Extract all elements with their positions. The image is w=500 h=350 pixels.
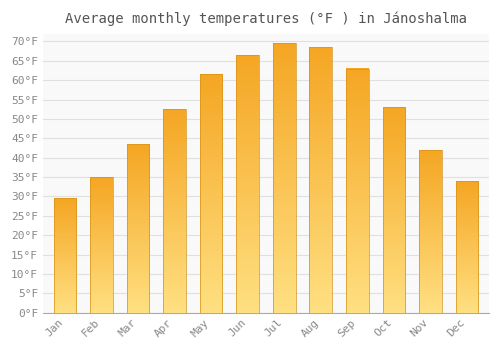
Bar (54, 198, 76, 313)
Bar (90, 177, 113, 313)
Bar (236, 55, 259, 313)
Bar (126, 144, 150, 313)
Bar (382, 107, 405, 313)
Bar (163, 109, 186, 313)
Bar (310, 47, 332, 313)
Bar (456, 181, 478, 313)
Bar (200, 75, 222, 313)
Title: Average monthly temperatures (°F ) in Jánoshalma: Average monthly temperatures (°F ) in Já… (65, 11, 467, 26)
Bar (419, 150, 442, 313)
Bar (346, 69, 368, 313)
Bar (273, 43, 295, 313)
